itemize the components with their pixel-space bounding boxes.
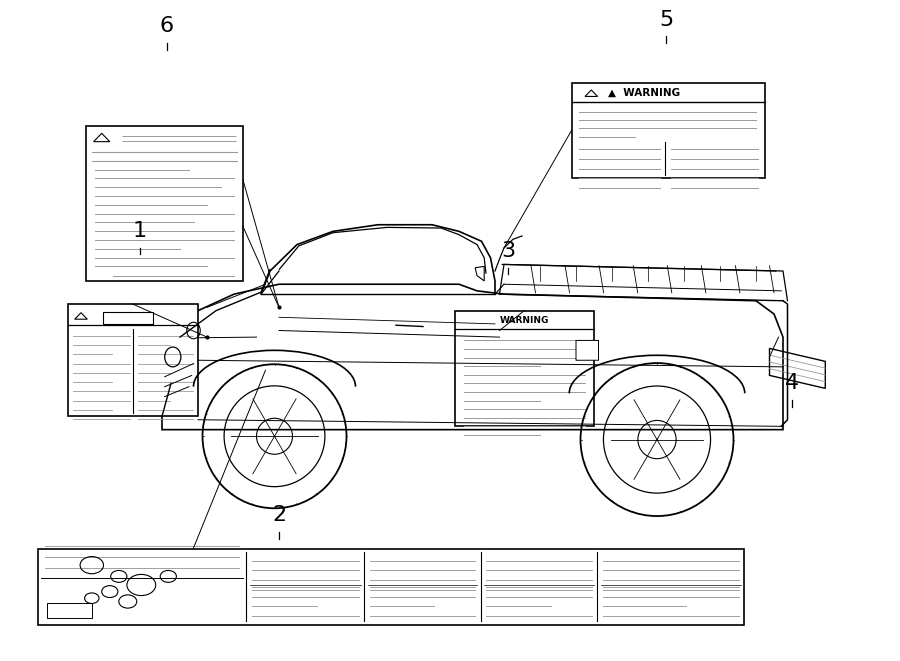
FancyBboxPatch shape [47,603,92,618]
Text: 5: 5 [659,10,673,30]
FancyBboxPatch shape [576,340,598,360]
Text: 3: 3 [501,241,516,261]
Text: 6: 6 [159,17,174,36]
FancyBboxPatch shape [86,126,243,281]
FancyBboxPatch shape [38,549,744,625]
Text: 2: 2 [272,506,286,525]
FancyBboxPatch shape [572,83,765,178]
Text: ▲  WARNING: ▲ WARNING [608,87,680,98]
Text: 4: 4 [785,373,799,393]
Text: 1: 1 [132,221,147,241]
FancyBboxPatch shape [68,304,198,416]
FancyBboxPatch shape [104,312,153,324]
FancyBboxPatch shape [454,311,594,426]
Text: WARNING: WARNING [500,316,549,325]
